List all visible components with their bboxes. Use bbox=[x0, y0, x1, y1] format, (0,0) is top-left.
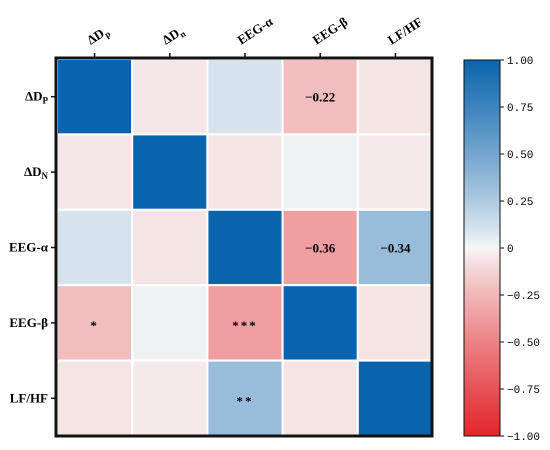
colorbar-tick-label: −0.75 bbox=[507, 385, 540, 397]
colorbar-tick-label: 0.25 bbox=[507, 197, 533, 209]
heatmap-cell bbox=[281, 359, 359, 438]
cell-value-label: −0.34 bbox=[380, 241, 411, 256]
row-label: LF/HF bbox=[10, 390, 48, 405]
cell-value-label: −0.22 bbox=[305, 90, 335, 105]
heatmap-cell bbox=[131, 133, 209, 211]
heatmap-cell bbox=[356, 58, 434, 136]
heatmap-cell bbox=[206, 284, 284, 362]
colorbar-tick-label: 0.75 bbox=[507, 103, 533, 115]
colorbar-gradient bbox=[463, 59, 501, 437]
heatmap-cell bbox=[206, 359, 284, 438]
column-label: EEG-α bbox=[234, 13, 276, 47]
row-label: EEG-β bbox=[9, 315, 48, 330]
heatmap-cell bbox=[131, 284, 209, 362]
heatmap-cell bbox=[131, 58, 209, 136]
colorbar-tick-label: 0.50 bbox=[507, 150, 533, 162]
heatmap-cell bbox=[356, 359, 434, 438]
heatmap-cell bbox=[356, 284, 434, 362]
column-labels: ΔDp ΔDn EEG-α EEG-β LF/HF bbox=[84, 13, 425, 58]
heatmap-cell bbox=[56, 58, 134, 136]
plot-frame bbox=[54, 56, 434, 438]
colorbar-tick-label: −1.00 bbox=[507, 432, 540, 444]
significance-label: * bbox=[90, 318, 99, 333]
column-label: ΔDn bbox=[159, 23, 187, 50]
heatmap-cell bbox=[281, 284, 359, 362]
heatmap-cell bbox=[56, 133, 134, 211]
heatmap-cells: −0.22−0.36 −0.34* ***** bbox=[56, 58, 434, 438]
row-label: ΔDP bbox=[25, 89, 49, 106]
colorbar: 1.00 0.75 0.50 0.25 0 −0.25 −0.50 −0.75 −1.00 bbox=[463, 56, 540, 444]
colorbar-tick-label: −0.25 bbox=[507, 291, 540, 303]
cell-value-label: −0.36 bbox=[305, 241, 336, 256]
column-label: EEG-β bbox=[310, 14, 351, 48]
row-labels: ΔDP ΔDN EEG-α EEG-β LF/HF bbox=[9, 89, 56, 405]
heatmap-cell bbox=[356, 133, 434, 211]
colorbar-tick-label: 1.00 bbox=[507, 56, 533, 68]
heatmap-cell bbox=[281, 133, 359, 211]
heatmap-cell bbox=[131, 208, 209, 287]
row-label: EEG-α bbox=[9, 240, 49, 255]
column-label: ΔDp bbox=[84, 23, 112, 50]
heatmap-cell bbox=[206, 133, 284, 211]
heatmap-cell bbox=[131, 359, 209, 438]
heatmap-cell bbox=[56, 359, 134, 438]
colorbar-tick-label: 0 bbox=[507, 244, 514, 256]
significance-label: ** bbox=[237, 393, 254, 408]
significance-label: *** bbox=[232, 318, 258, 333]
heatmap-cell bbox=[56, 208, 134, 287]
column-label: LF/HF bbox=[385, 14, 425, 47]
heatmap-cell bbox=[206, 208, 284, 287]
heatmap-cell bbox=[281, 208, 359, 287]
row-label: ΔDN bbox=[24, 164, 49, 181]
colorbar-tick-label: −0.50 bbox=[507, 338, 540, 350]
heatmap-cell bbox=[206, 58, 284, 136]
